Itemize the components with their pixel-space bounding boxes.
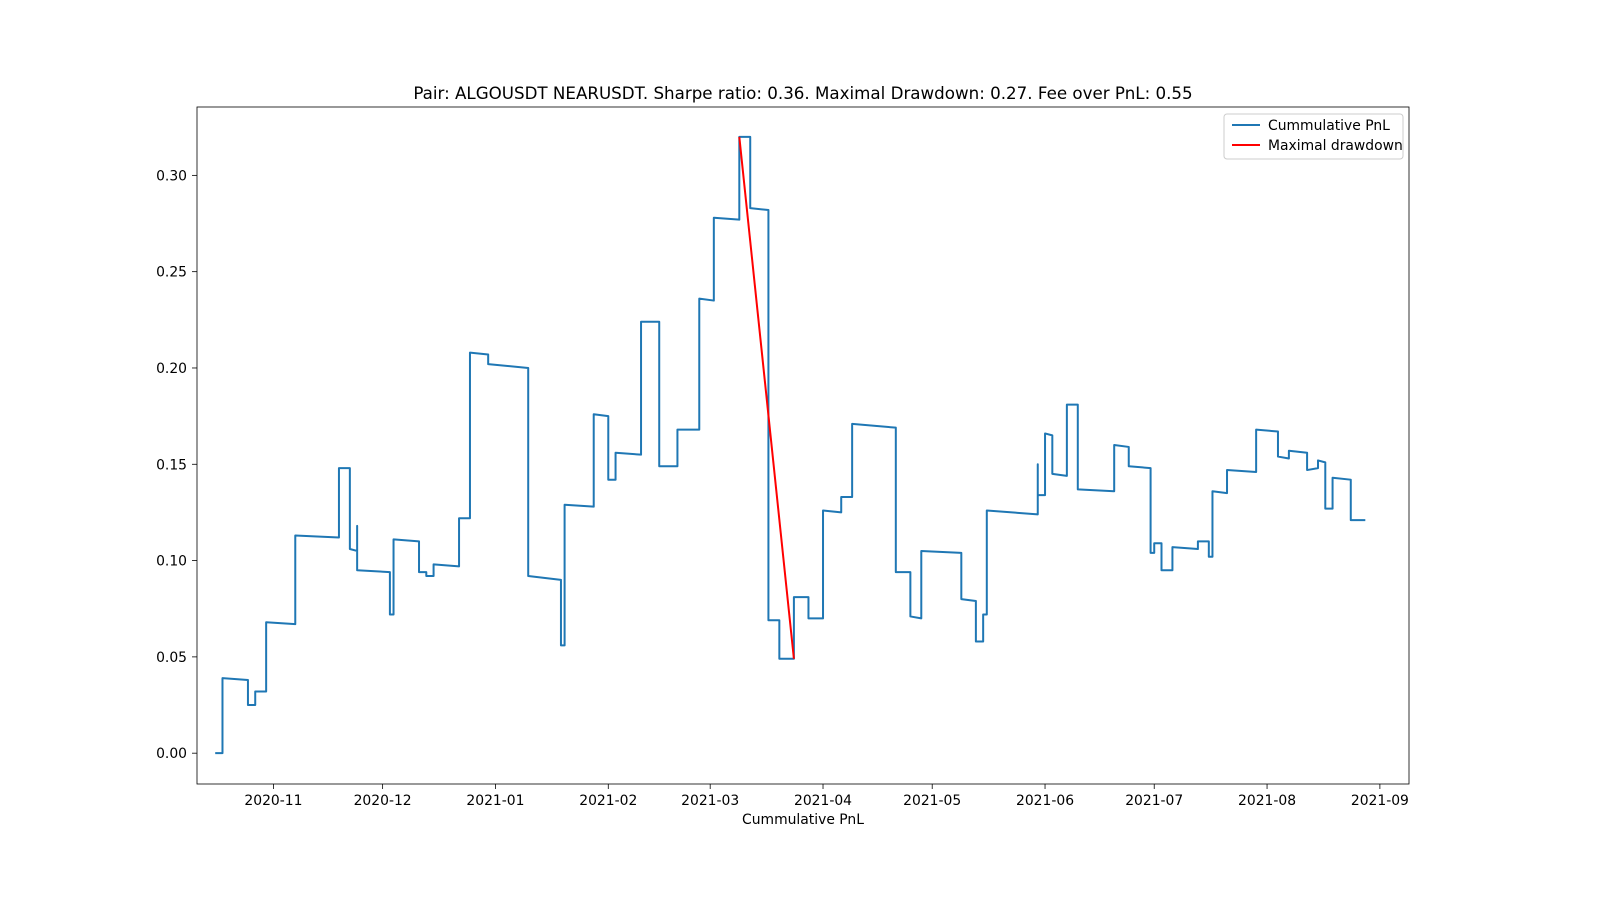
- y-tick-label: 0.20: [156, 361, 187, 377]
- x-tick-label: 2021-05: [903, 793, 961, 809]
- x-tick-label: 2020-12: [354, 793, 412, 809]
- x-tick-label: 2021-06: [1016, 793, 1074, 809]
- y-axis: 0.00 0.05 0.10 0.15 0.20 0.25 0.30: [156, 168, 197, 762]
- x-tick-label: 2021-04: [794, 793, 852, 809]
- plot-background: [197, 107, 1409, 784]
- x-tick-label: 2021-01: [466, 793, 524, 809]
- x-axis: 2020-11 2020-12 2021-01 2021-02 2021-03 2021-…: [244, 784, 1409, 809]
- legend-label-cumulative-pnl: Cummulative PnL: [1268, 118, 1390, 134]
- series-line-maximal-drawdown: [738, 136, 795, 659]
- series-layer: [215, 135, 1366, 755]
- legend: Cummulative PnL Maximal drawdown: [1223, 113, 1404, 160]
- x-tick-label: 2021-07: [1125, 793, 1183, 809]
- y-tick-label: 0.05: [156, 650, 187, 666]
- y-tick-label: 0.15: [156, 457, 187, 473]
- y-tick-label: 0.00: [156, 746, 187, 762]
- x-tick-label: 2021-02: [579, 793, 637, 809]
- plot-frame: [196, 106, 1410, 785]
- plot-area: [196, 106, 1410, 785]
- x-axis-label: Cummulative PnL: [742, 812, 864, 828]
- x-tick-label: 2021-03: [681, 793, 739, 809]
- x-tick-label: 2021-08: [1238, 793, 1296, 809]
- x-tick-label: 2021-09: [1351, 793, 1409, 809]
- legend-box: [1223, 113, 1404, 160]
- y-tick-label: 0.10: [156, 554, 187, 570]
- y-tick-label: 0.30: [156, 168, 187, 184]
- legend-label-maximal-drawdown: Maximal drawdown: [1268, 138, 1403, 154]
- y-tick-label: 0.25: [156, 265, 187, 281]
- chart-title: Pair: ALGOUSDT NEARUSDT. Sharpe ratio: 0…: [413, 83, 1192, 103]
- series-line-cumulative-pnl: [215, 135, 1366, 755]
- x-tick-label: 2020-11: [244, 793, 302, 809]
